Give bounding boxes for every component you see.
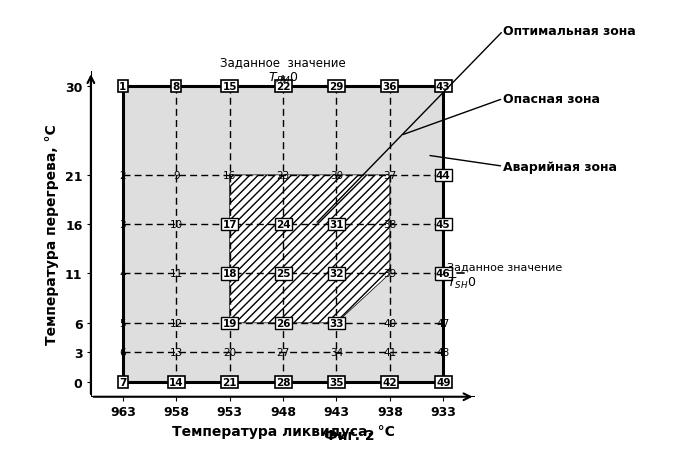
Text: 27: 27 [277,348,289,358]
Text: 23: 23 [277,170,289,180]
Text: 17: 17 [222,220,237,230]
Text: 2: 2 [120,170,127,180]
Text: 6: 6 [120,348,127,358]
Text: 10: 10 [170,220,183,230]
Text: 5: 5 [120,318,127,328]
Text: 49: 49 [436,377,451,387]
Text: 21: 21 [222,377,237,387]
Text: 36: 36 [382,82,397,92]
Text: 39: 39 [383,269,396,279]
Text: Опасная зона: Опасная зона [503,93,600,106]
Text: 35: 35 [329,377,344,387]
Text: 40: 40 [383,318,396,328]
Text: 38: 38 [383,220,396,230]
Text: 28: 28 [276,377,290,387]
Text: 8: 8 [173,82,180,92]
Text: 11: 11 [170,269,183,279]
Text: 22: 22 [276,82,290,92]
Text: 3: 3 [120,220,127,230]
Text: 20: 20 [223,348,236,358]
Text: 37: 37 [383,170,396,180]
Text: 9: 9 [173,170,180,180]
Text: Аварийная зона: Аварийная зона [503,161,617,173]
Text: Заданное значение: Заданное значение [447,262,562,272]
Y-axis label: Температура перегрева, °C: Температура перегрева, °C [45,124,59,345]
Text: 30: 30 [330,170,343,180]
Text: Заданное  значение: Заданное значение [220,56,346,69]
Text: 33: 33 [329,318,344,328]
Text: 15: 15 [222,82,237,92]
Text: 4: 4 [120,269,127,279]
Polygon shape [176,175,390,353]
Text: 48: 48 [437,348,450,358]
Text: 24: 24 [276,220,290,230]
Text: 25: 25 [276,269,290,279]
Text: 43: 43 [436,82,451,92]
Polygon shape [230,175,390,323]
Text: 7: 7 [120,377,127,387]
Text: 44: 44 [436,170,451,180]
Text: 18: 18 [222,269,237,279]
Text: 14: 14 [169,377,184,387]
Text: 47: 47 [437,318,450,328]
Text: 41: 41 [383,348,396,358]
Text: 45: 45 [436,220,451,230]
Text: 42: 42 [382,377,397,387]
Text: 46: 46 [436,269,451,279]
Text: 12: 12 [170,318,183,328]
Text: Оптимальная зона: Оптимальная зона [503,25,636,38]
Text: 31: 31 [329,220,344,230]
Text: 32: 32 [329,269,344,279]
Text: 19: 19 [222,318,237,328]
Text: 13: 13 [170,348,183,358]
Text: Фиг. 2: Фиг. 2 [324,428,375,442]
Text: 29: 29 [329,82,344,92]
Text: 16: 16 [223,170,236,180]
Text: $T_{ЛИ}$0: $T_{ЛИ}$0 [268,70,298,85]
Text: 1: 1 [120,82,127,92]
Text: 26: 26 [276,318,290,328]
Text: $T_{SH}$0: $T_{SH}$0 [447,276,476,290]
Polygon shape [123,87,443,382]
X-axis label: Температура ликвидуса, °C: Температура ликвидуса, °C [172,423,394,437]
Text: 34: 34 [330,348,343,358]
